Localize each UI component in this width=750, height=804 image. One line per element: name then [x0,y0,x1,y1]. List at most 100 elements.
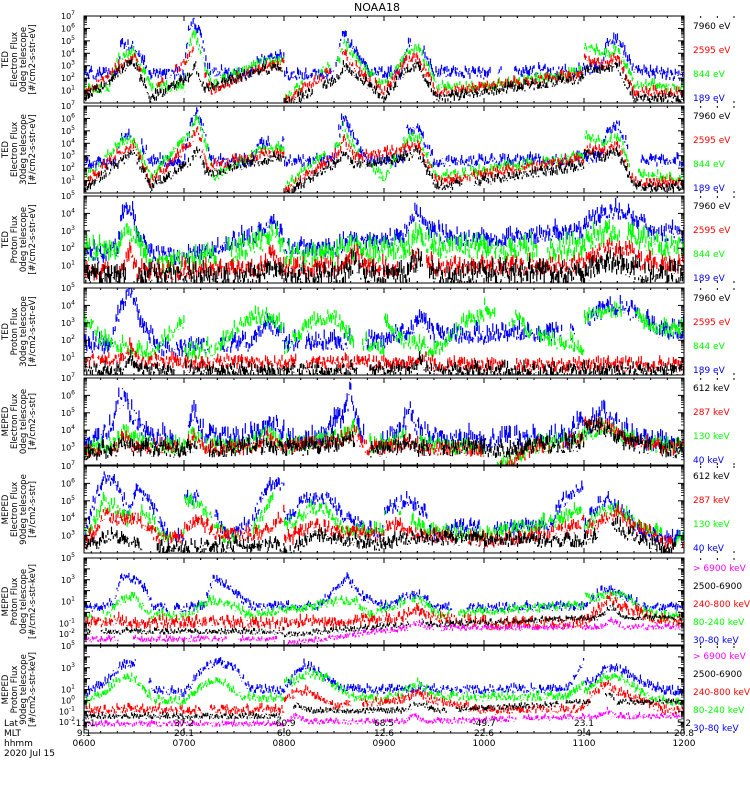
y-axis-label-line: [#/cm2-s-str-keV] [28,564,38,639]
footer-mlt-value: 12.6 [374,729,394,739]
panel-legend: > 6900 keV 2500-6900 240-800 keV 80-240 keV… [693,652,750,734]
series--6900-kev [84,706,684,727]
y-tick-label: 107 [61,372,75,383]
y-tick-exponent: 3 [71,442,75,449]
series-7960-ev [84,58,684,103]
y-tick-exponent: 5 [71,552,75,559]
legend-entry: 240-800 keV [693,600,750,610]
y-tick-exponent: 6 [71,22,75,29]
y-tick-label: 102 [61,242,75,253]
y-tick-label: 103 [61,442,75,453]
panel-data [84,572,684,645]
y-tick-exponent: 5 [71,495,75,502]
y-tick-label: 106 [61,22,75,33]
panel-data [84,197,684,283]
panel-data [84,288,684,375]
legend-entry: 189 eV [693,274,726,284]
y-axis-label-line: 0deg telescope [19,389,29,454]
y-tick-label: 107 [61,10,75,21]
y-tick-exponent: 3 [71,225,75,232]
y-tick-label: 104 [61,47,75,58]
y-tick-label: 106 [61,112,75,123]
footer-hhmm-value: 1100 [573,739,596,749]
y-tick-label: 103 [61,150,75,161]
legend-entry: 844 eV [693,70,726,80]
y-tick-exponent: -1 [69,705,75,712]
footer-lat-value: -60.9 [272,719,296,729]
series-80-240-kev [84,589,684,621]
y-tick-exponent: -2 [69,716,75,723]
footer-mlt-value: 6.0 [277,729,292,739]
y-tick-exponent: 1 [71,260,75,267]
y-axis-label-line: Electron Flux [10,32,20,87]
panel-meped-e-0: 103 104 105 106 107 MEPEDElectron Flux0deg te… [1,372,735,466]
y-tick-label: 102 [61,162,75,173]
legend-entry: 2595 eV [693,136,731,146]
y-axis-label-line: Electron Flux [10,122,20,177]
y-tick-label: 104 [61,299,75,310]
y-tick-label: 101 [61,596,75,607]
legend-entry: 844 eV [693,342,726,352]
y-axis-label: MEPEDProton Flux0deg telescope[#/cm2-s-s… [1,564,38,639]
legend-entry: 7960 eV [693,202,731,212]
y-axis-label-line: [#/cm2-s-str-keV] [28,652,38,727]
y-tick-label: 105 [61,407,75,418]
panel-data [84,471,684,553]
y-tick-label: 105 [61,640,75,651]
y-axis-label: MEPEDElectron Flux90deg telescope[#/cm2-… [1,474,38,545]
panel-legend: 612 keV 287 keV 130 keV 40 keV [693,472,730,554]
y-tick-exponent: 7 [71,460,75,467]
y-tick-exponent: 2 [71,72,75,79]
y-axis-label-line: [#/cm2-s-str-eV] [28,296,38,366]
series-612-kev [84,417,684,461]
y-axis-label-line: [#/cm2-s-str] [28,481,38,538]
y-tick-exponent: 4 [71,207,75,214]
y-tick-label: 100 [61,694,75,705]
y-tick-label: 104 [61,512,75,523]
footer-lat-value: -11.1 [72,719,95,729]
y-tick-label: 105 [61,125,75,136]
y-axis-label: TEDElectron Flux0deg telescope[#/cm2-s-s… [1,24,38,94]
footer-hhmm-value: 0600 [73,739,96,749]
footer-lat-value: 5.2 [677,719,691,729]
y-axis-label-line: Electron Flux [10,482,20,537]
y-axis-label-line: 0deg telescope [19,569,29,634]
legend-entry: 2595 eV [693,318,731,328]
y-tick-label: 103 [61,574,75,585]
y-tick-label: 103 [61,530,75,541]
y-axis-label-line: TED [1,322,11,341]
y-axis-label: TEDElectron Flux30deg telescope[#/cm2-s-… [1,114,38,185]
y-tick-exponent: 2 [71,334,75,341]
panel-meped-p-0: 10-210-1 101 103 105 MEPEDProton Flux0deg te… [1,552,750,646]
y-tick-label: 104 [61,207,75,218]
y-axis-label-line: [#/cm2-s-str-eV] [28,114,38,184]
y-tick-label: 103 [61,662,75,673]
legend-entry: 7960 eV [693,22,731,32]
footer-lat-value: 68.5 [374,719,394,729]
y-tick-exponent: 2 [71,242,75,249]
y-tick-exponent: 3 [71,662,75,669]
y-tick-label: 104 [61,424,75,435]
legend-entry: 7960 eV [693,112,731,122]
y-axis-label-line: Proton Flux [10,578,20,626]
y-axis-label-line: TED [1,230,11,249]
y-tick-exponent: 4 [71,47,75,54]
y-tick-exponent: 5 [71,640,75,647]
y-tick-label: 102 [61,72,75,83]
legend-entry: 189 eV [693,94,726,104]
y-tick-label: 10-1 [59,705,75,716]
y-tick-exponent: 5 [71,407,75,414]
y-axis-label: MEPEDElectron Flux0deg telescope[#/cm2-s… [1,389,38,454]
y-tick-exponent: 6 [71,389,75,396]
y-tick-label: 101 [61,684,75,695]
y-tick-label: 101 [61,352,75,363]
y-tick-exponent: 1 [71,175,75,182]
y-tick-exponent: 6 [71,477,75,484]
legend-entry: 844 eV [693,250,726,260]
legend-entry: 2500-6900 [693,670,742,680]
y-tick-exponent: 4 [71,512,75,519]
footer-mlt-value: 9.4 [577,729,592,739]
